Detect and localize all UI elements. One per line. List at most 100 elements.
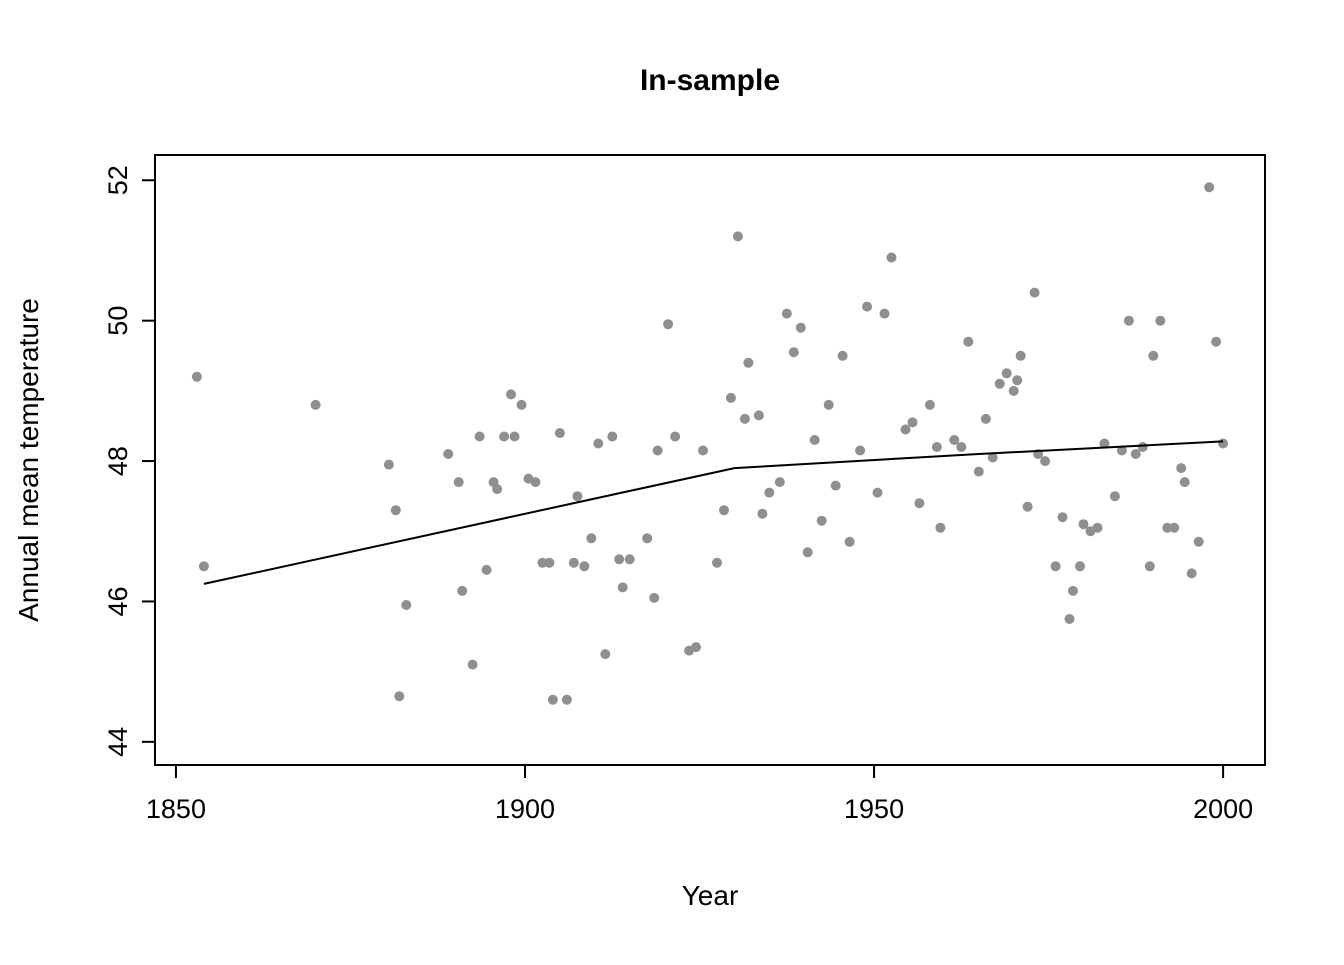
- data-point: [1001, 368, 1012, 379]
- data-point: [781, 308, 792, 319]
- data-point: [1179, 477, 1190, 488]
- scatter-points-layer: [191, 182, 1229, 705]
- data-point: [443, 449, 454, 459]
- data-point: [198, 561, 209, 572]
- data-point: [862, 301, 873, 312]
- data-point: [1148, 350, 1159, 361]
- data-point: [855, 445, 866, 456]
- data-point: [481, 564, 492, 575]
- data-point: [1099, 438, 1110, 449]
- data-point: [614, 554, 625, 565]
- data-point: [1075, 561, 1085, 572]
- data-point: [788, 347, 799, 358]
- data-point: [1022, 501, 1033, 512]
- data-point: [1008, 385, 1019, 396]
- data-point: [830, 480, 841, 491]
- data-point: [1078, 519, 1089, 530]
- data-point: [554, 428, 565, 438]
- data-point: [579, 561, 590, 572]
- data-point: [1123, 315, 1134, 326]
- x-axis-ticks: 1850 1900 1950 2000: [146, 765, 1253, 824]
- data-point: [1218, 438, 1229, 449]
- data-point: [544, 557, 555, 568]
- data-point: [1029, 287, 1040, 298]
- x-tick-label: 2000: [1193, 794, 1253, 824]
- data-point: [823, 399, 834, 410]
- data-point: [973, 466, 984, 477]
- data-point: [1057, 512, 1068, 523]
- data-point: [712, 557, 722, 568]
- data-point: [474, 431, 485, 442]
- data-point: [935, 522, 946, 533]
- trend-line: [203, 440, 1224, 585]
- data-point: [383, 459, 394, 470]
- data-point: [572, 491, 583, 502]
- data-point: [1186, 568, 1197, 579]
- data-point: [607, 431, 618, 442]
- data-point: [743, 357, 754, 368]
- y-axis-label: Annual mean temperature: [13, 298, 44, 622]
- data-point: [987, 452, 998, 463]
- data-point: [795, 322, 806, 333]
- y-tick-label: 48: [103, 446, 133, 476]
- data-point: [924, 399, 935, 410]
- plot-box: [154, 154, 1266, 766]
- data-point: [561, 694, 572, 705]
- data-point: [191, 371, 202, 382]
- data-point: [1015, 350, 1026, 361]
- data-point: [1193, 536, 1204, 547]
- data-point: [1040, 456, 1051, 467]
- data-point: [1116, 445, 1127, 456]
- data-point: [886, 252, 897, 263]
- data-point: [670, 431, 681, 442]
- data-point: [949, 435, 960, 445]
- y-tick-label: 50: [103, 306, 133, 336]
- data-point: [1144, 561, 1155, 572]
- data-point: [617, 582, 628, 593]
- trend-line-layer: [203, 440, 1224, 585]
- data-point: [1169, 522, 1180, 533]
- y-tick-label: 46: [103, 586, 133, 616]
- data-point: [739, 413, 750, 424]
- x-tick-label: 1850: [146, 794, 206, 824]
- data-point: [401, 600, 412, 610]
- data-point: [1130, 449, 1141, 459]
- data-point: [732, 231, 743, 242]
- data-point: [956, 442, 967, 452]
- data-point: [624, 554, 635, 565]
- data-point: [506, 389, 516, 400]
- data-point: [872, 487, 883, 498]
- data-point: [774, 477, 785, 488]
- data-point: [1162, 522, 1173, 533]
- data-point: [809, 435, 820, 445]
- data-point: [1109, 491, 1120, 502]
- x-tick-label: 1900: [495, 794, 555, 824]
- data-point: [593, 438, 604, 449]
- data-point: [663, 319, 674, 330]
- data-point: [1137, 442, 1148, 452]
- data-point: [642, 533, 653, 544]
- y-tick-label: 52: [103, 165, 133, 195]
- y-tick-label: 44: [103, 727, 133, 757]
- x-axis-label: Year: [682, 880, 739, 911]
- data-point: [499, 431, 510, 442]
- data-point: [844, 536, 855, 547]
- data-point: [310, 399, 321, 410]
- data-point: [568, 557, 579, 568]
- data-point: [516, 399, 527, 410]
- data-point: [753, 410, 764, 421]
- data-point: [509, 431, 520, 442]
- data-point: [1155, 315, 1166, 326]
- data-point: [530, 477, 541, 488]
- data-point: [698, 445, 708, 456]
- data-point: [963, 336, 974, 347]
- y-axis-ticks: 44 46 48 50 52: [103, 165, 155, 757]
- data-point: [1064, 614, 1075, 624]
- data-point: [547, 694, 558, 705]
- data-point: [467, 659, 478, 670]
- data-point: [907, 417, 918, 428]
- data-point: [837, 350, 848, 361]
- data-point: [586, 533, 597, 544]
